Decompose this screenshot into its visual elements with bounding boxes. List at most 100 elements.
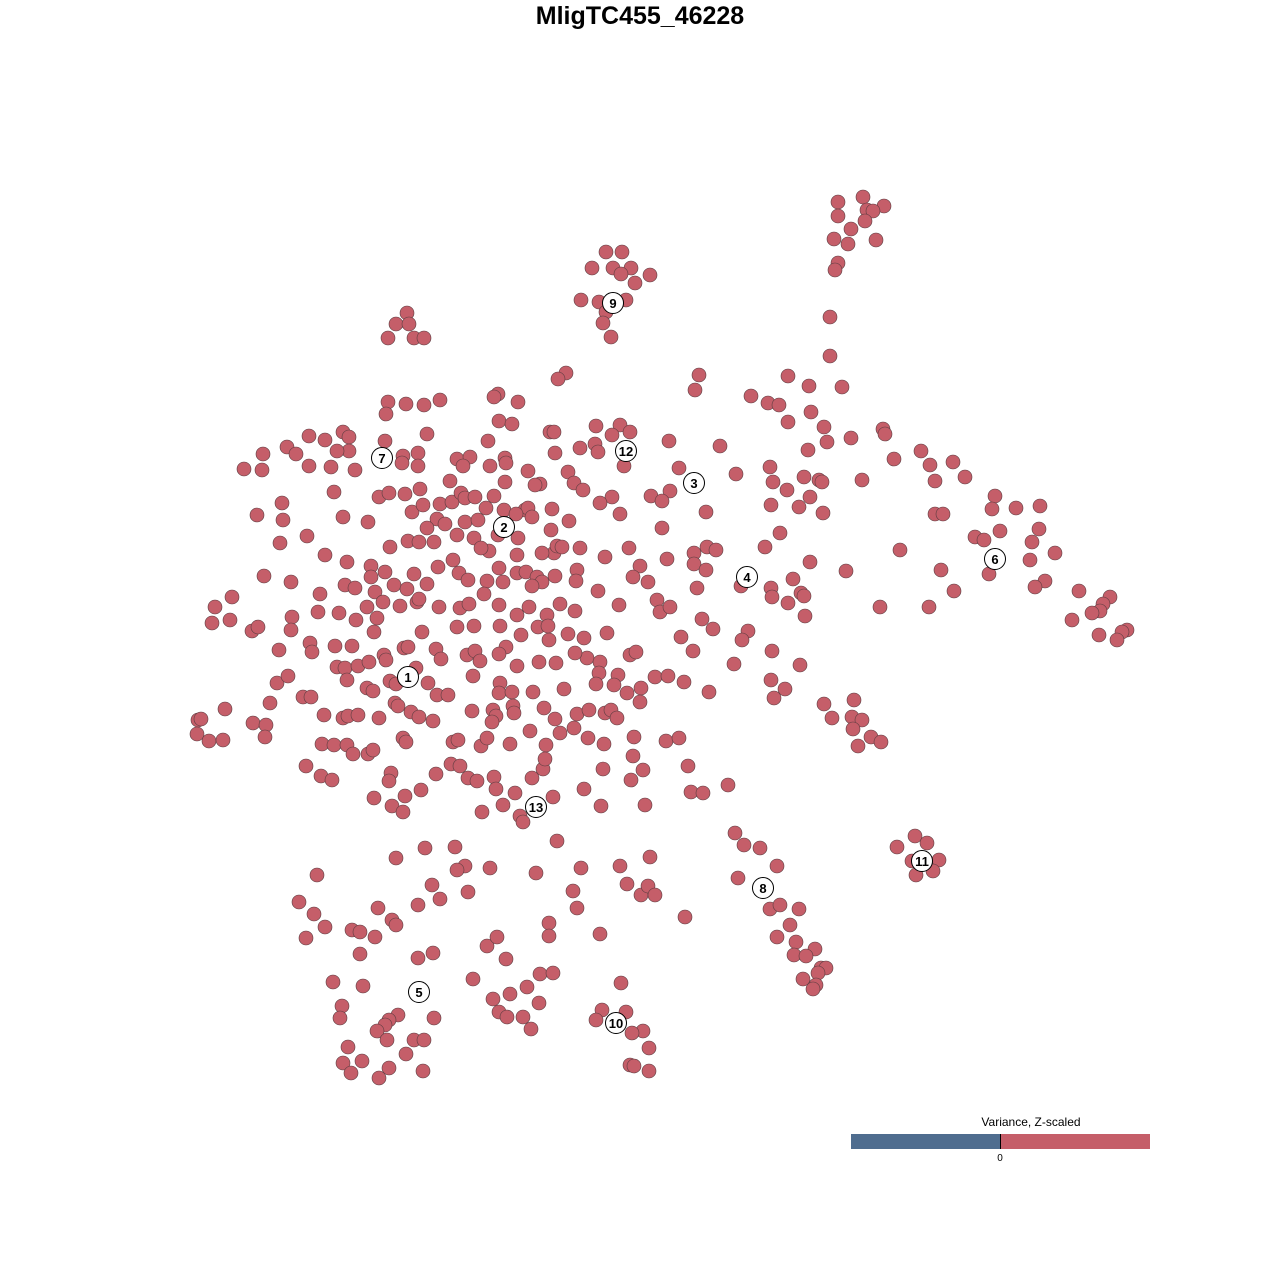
data-point bbox=[1027, 579, 1043, 595]
data-point bbox=[442, 473, 458, 489]
data-point bbox=[449, 527, 465, 543]
data-point bbox=[482, 860, 498, 876]
data-point bbox=[513, 627, 529, 643]
data-point bbox=[386, 577, 402, 593]
data-point bbox=[323, 459, 339, 475]
data-point bbox=[245, 715, 261, 731]
data-point bbox=[303, 689, 319, 705]
data-point bbox=[590, 444, 606, 460]
data-point bbox=[410, 897, 426, 913]
data-point bbox=[568, 573, 584, 589]
data-point bbox=[626, 1058, 642, 1074]
data-point bbox=[502, 986, 518, 1002]
data-point bbox=[626, 729, 642, 745]
data-point bbox=[613, 266, 629, 282]
data-point bbox=[476, 586, 492, 602]
data-point bbox=[331, 605, 347, 621]
data-point bbox=[377, 433, 393, 449]
data-point bbox=[803, 404, 819, 420]
data-point bbox=[352, 946, 368, 962]
data-point bbox=[335, 509, 351, 525]
data-point bbox=[785, 571, 801, 587]
data-point bbox=[472, 653, 488, 669]
data-point bbox=[465, 668, 481, 684]
data-point bbox=[797, 608, 813, 624]
data-point bbox=[720, 777, 736, 793]
data-point bbox=[509, 547, 525, 563]
data-point bbox=[1064, 612, 1080, 628]
data-point bbox=[417, 840, 433, 856]
data-point bbox=[830, 208, 846, 224]
data-point bbox=[992, 523, 1008, 539]
data-point bbox=[484, 714, 500, 730]
data-point bbox=[309, 867, 325, 883]
data-point bbox=[560, 626, 576, 642]
data-point bbox=[452, 758, 468, 774]
data-point bbox=[495, 574, 511, 590]
data-point bbox=[291, 894, 307, 910]
data-point bbox=[419, 576, 435, 592]
data-point bbox=[654, 520, 670, 536]
data-point bbox=[397, 486, 413, 502]
data-point bbox=[810, 965, 826, 981]
data-point bbox=[491, 597, 507, 613]
data-point bbox=[850, 738, 866, 754]
data-point bbox=[365, 683, 381, 699]
cluster-label-circle bbox=[752, 877, 774, 899]
data-point bbox=[507, 785, 523, 801]
data-point bbox=[515, 814, 531, 830]
data-point bbox=[1047, 545, 1063, 561]
data-point bbox=[907, 828, 923, 844]
data-point bbox=[347, 462, 363, 478]
cluster-label: 11 bbox=[911, 850, 933, 872]
data-point bbox=[479, 573, 495, 589]
data-point bbox=[381, 1060, 397, 1076]
data-point bbox=[855, 189, 871, 205]
data-point bbox=[1008, 500, 1024, 516]
data-point bbox=[814, 474, 830, 490]
data-point bbox=[317, 919, 333, 935]
data-point bbox=[705, 621, 721, 637]
data-point bbox=[642, 849, 658, 865]
cluster-label-circle bbox=[605, 1012, 627, 1034]
data-point bbox=[236, 461, 252, 477]
data-point bbox=[437, 516, 453, 532]
data-point bbox=[933, 562, 949, 578]
data-point bbox=[371, 710, 387, 726]
data-point bbox=[504, 684, 520, 700]
cluster-label: 10 bbox=[605, 1012, 627, 1034]
data-point bbox=[470, 512, 486, 528]
data-point bbox=[877, 426, 893, 442]
data-point bbox=[280, 668, 296, 684]
data-point bbox=[691, 367, 707, 383]
data-point bbox=[800, 442, 816, 458]
data-point bbox=[660, 668, 676, 684]
data-point bbox=[824, 710, 840, 726]
data-point bbox=[411, 591, 427, 607]
data-point bbox=[613, 975, 629, 991]
data-point bbox=[317, 432, 333, 448]
data-point bbox=[301, 458, 317, 474]
data-point bbox=[543, 522, 559, 538]
data-point bbox=[447, 839, 463, 855]
data-point bbox=[921, 599, 937, 615]
data-point bbox=[354, 1053, 370, 1069]
data-point bbox=[431, 599, 447, 615]
data-point bbox=[1109, 632, 1125, 648]
data-point bbox=[840, 236, 856, 252]
data-point bbox=[329, 443, 345, 459]
data-point bbox=[913, 443, 929, 459]
data-point bbox=[304, 644, 320, 660]
data-point bbox=[272, 535, 288, 551]
data-point bbox=[326, 484, 342, 500]
data-point bbox=[445, 552, 461, 568]
data-point bbox=[625, 748, 641, 764]
data-point bbox=[606, 677, 622, 693]
data-point bbox=[780, 414, 796, 430]
data-point bbox=[460, 884, 476, 900]
data-point bbox=[521, 599, 537, 615]
data-point bbox=[766, 690, 782, 706]
color-scale-tick bbox=[1000, 1134, 1001, 1149]
